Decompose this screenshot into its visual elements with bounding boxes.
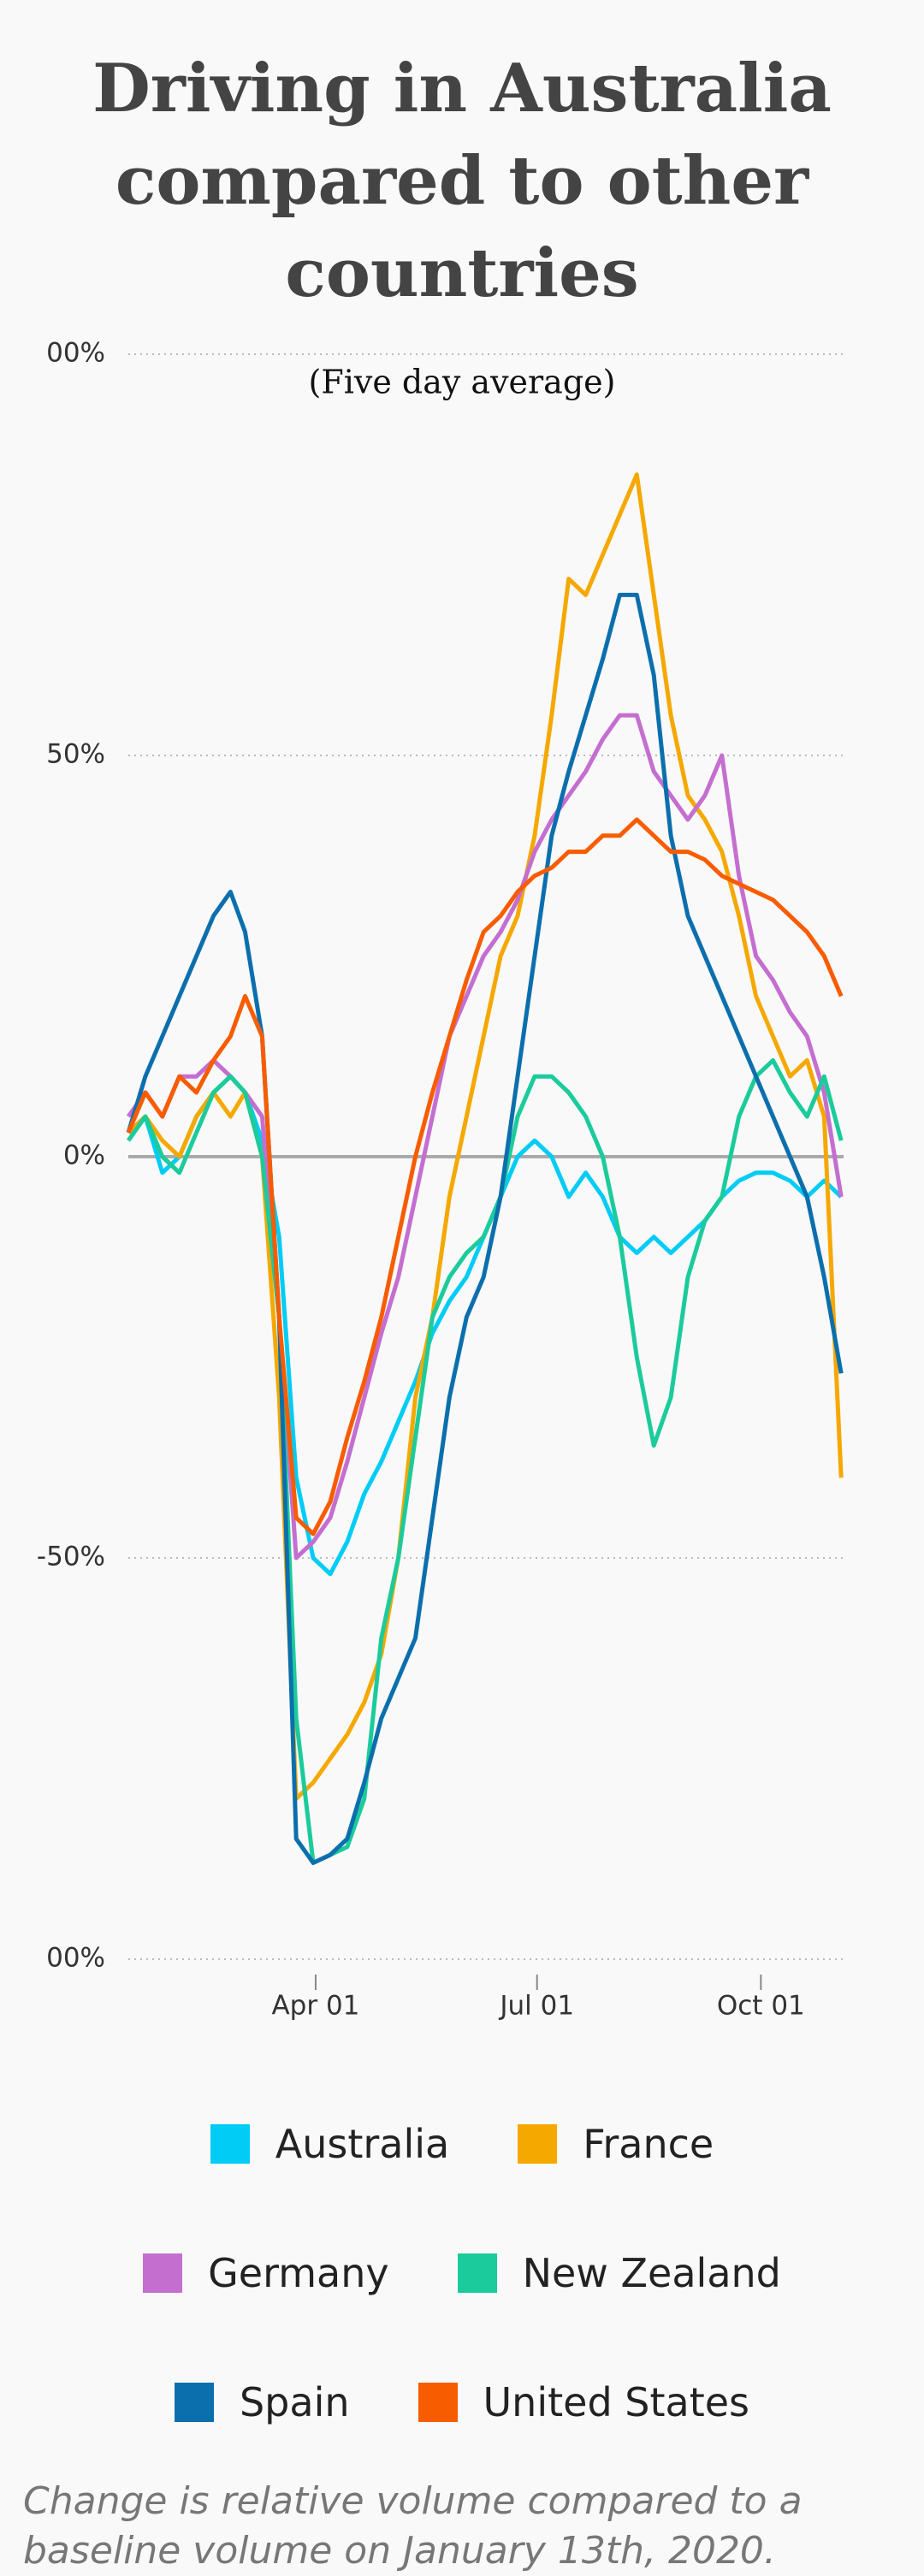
y-tick-label: 50% <box>46 739 105 770</box>
legend: Australia France Germany New Zealand Spain Un… <box>0 2079 924 2466</box>
chart-title: Driving in Australia compared to other c… <box>92 50 832 312</box>
legend-swatch <box>174 2382 214 2422</box>
legend-item: New Zealand <box>457 2249 781 2296</box>
legend-label: Spain <box>239 2378 350 2425</box>
legend-item: Australia <box>210 2121 449 2167</box>
legend-label: France <box>583 2120 714 2167</box>
series-line <box>127 1074 843 1577</box>
x-tick-label: Jul 01 <box>498 1991 574 2022</box>
legend-label: Germany <box>208 2249 389 2296</box>
legend-item: Germany <box>143 2249 389 2296</box>
x-tick-label: Oct 01 <box>717 1991 805 2022</box>
legend-item: France <box>518 2121 714 2167</box>
series-line <box>126 592 844 1865</box>
y-tick-label: 0% <box>63 1140 105 1171</box>
footnote: Change is relative volume compared to a … <box>23 2479 803 2573</box>
legend-label: New Zealand <box>522 2249 781 2296</box>
legend-swatch <box>210 2123 250 2164</box>
legend-item: Spain <box>174 2378 350 2425</box>
x-tick-label: Apr 01 <box>271 1991 359 2022</box>
legend-swatch <box>457 2253 497 2293</box>
legend-label: United States <box>483 2378 750 2425</box>
chart-subtitle: (Five day average) <box>309 364 616 401</box>
legend-swatch <box>518 2123 558 2164</box>
series-line <box>126 817 844 1537</box>
y-tick-label: -50% <box>37 1542 105 1572</box>
legend-label: Australia <box>275 2120 450 2167</box>
legend-row: Australia France <box>0 2079 924 2208</box>
legend-row: Germany New Zealand <box>0 2208 924 2337</box>
y-tick-label: 00% <box>46 1943 105 1974</box>
legend-swatch <box>418 2382 458 2422</box>
legend-item: United States <box>418 2378 750 2425</box>
y-tick-label: 00% <box>46 338 105 369</box>
chart: (Five day average) 00% -50% 0% 50% 00% Apr 01… <box>37 338 844 2022</box>
legend-swatch <box>143 2253 183 2293</box>
legend-row: Spain United States <box>0 2337 924 2466</box>
series-line <box>126 1057 844 1865</box>
